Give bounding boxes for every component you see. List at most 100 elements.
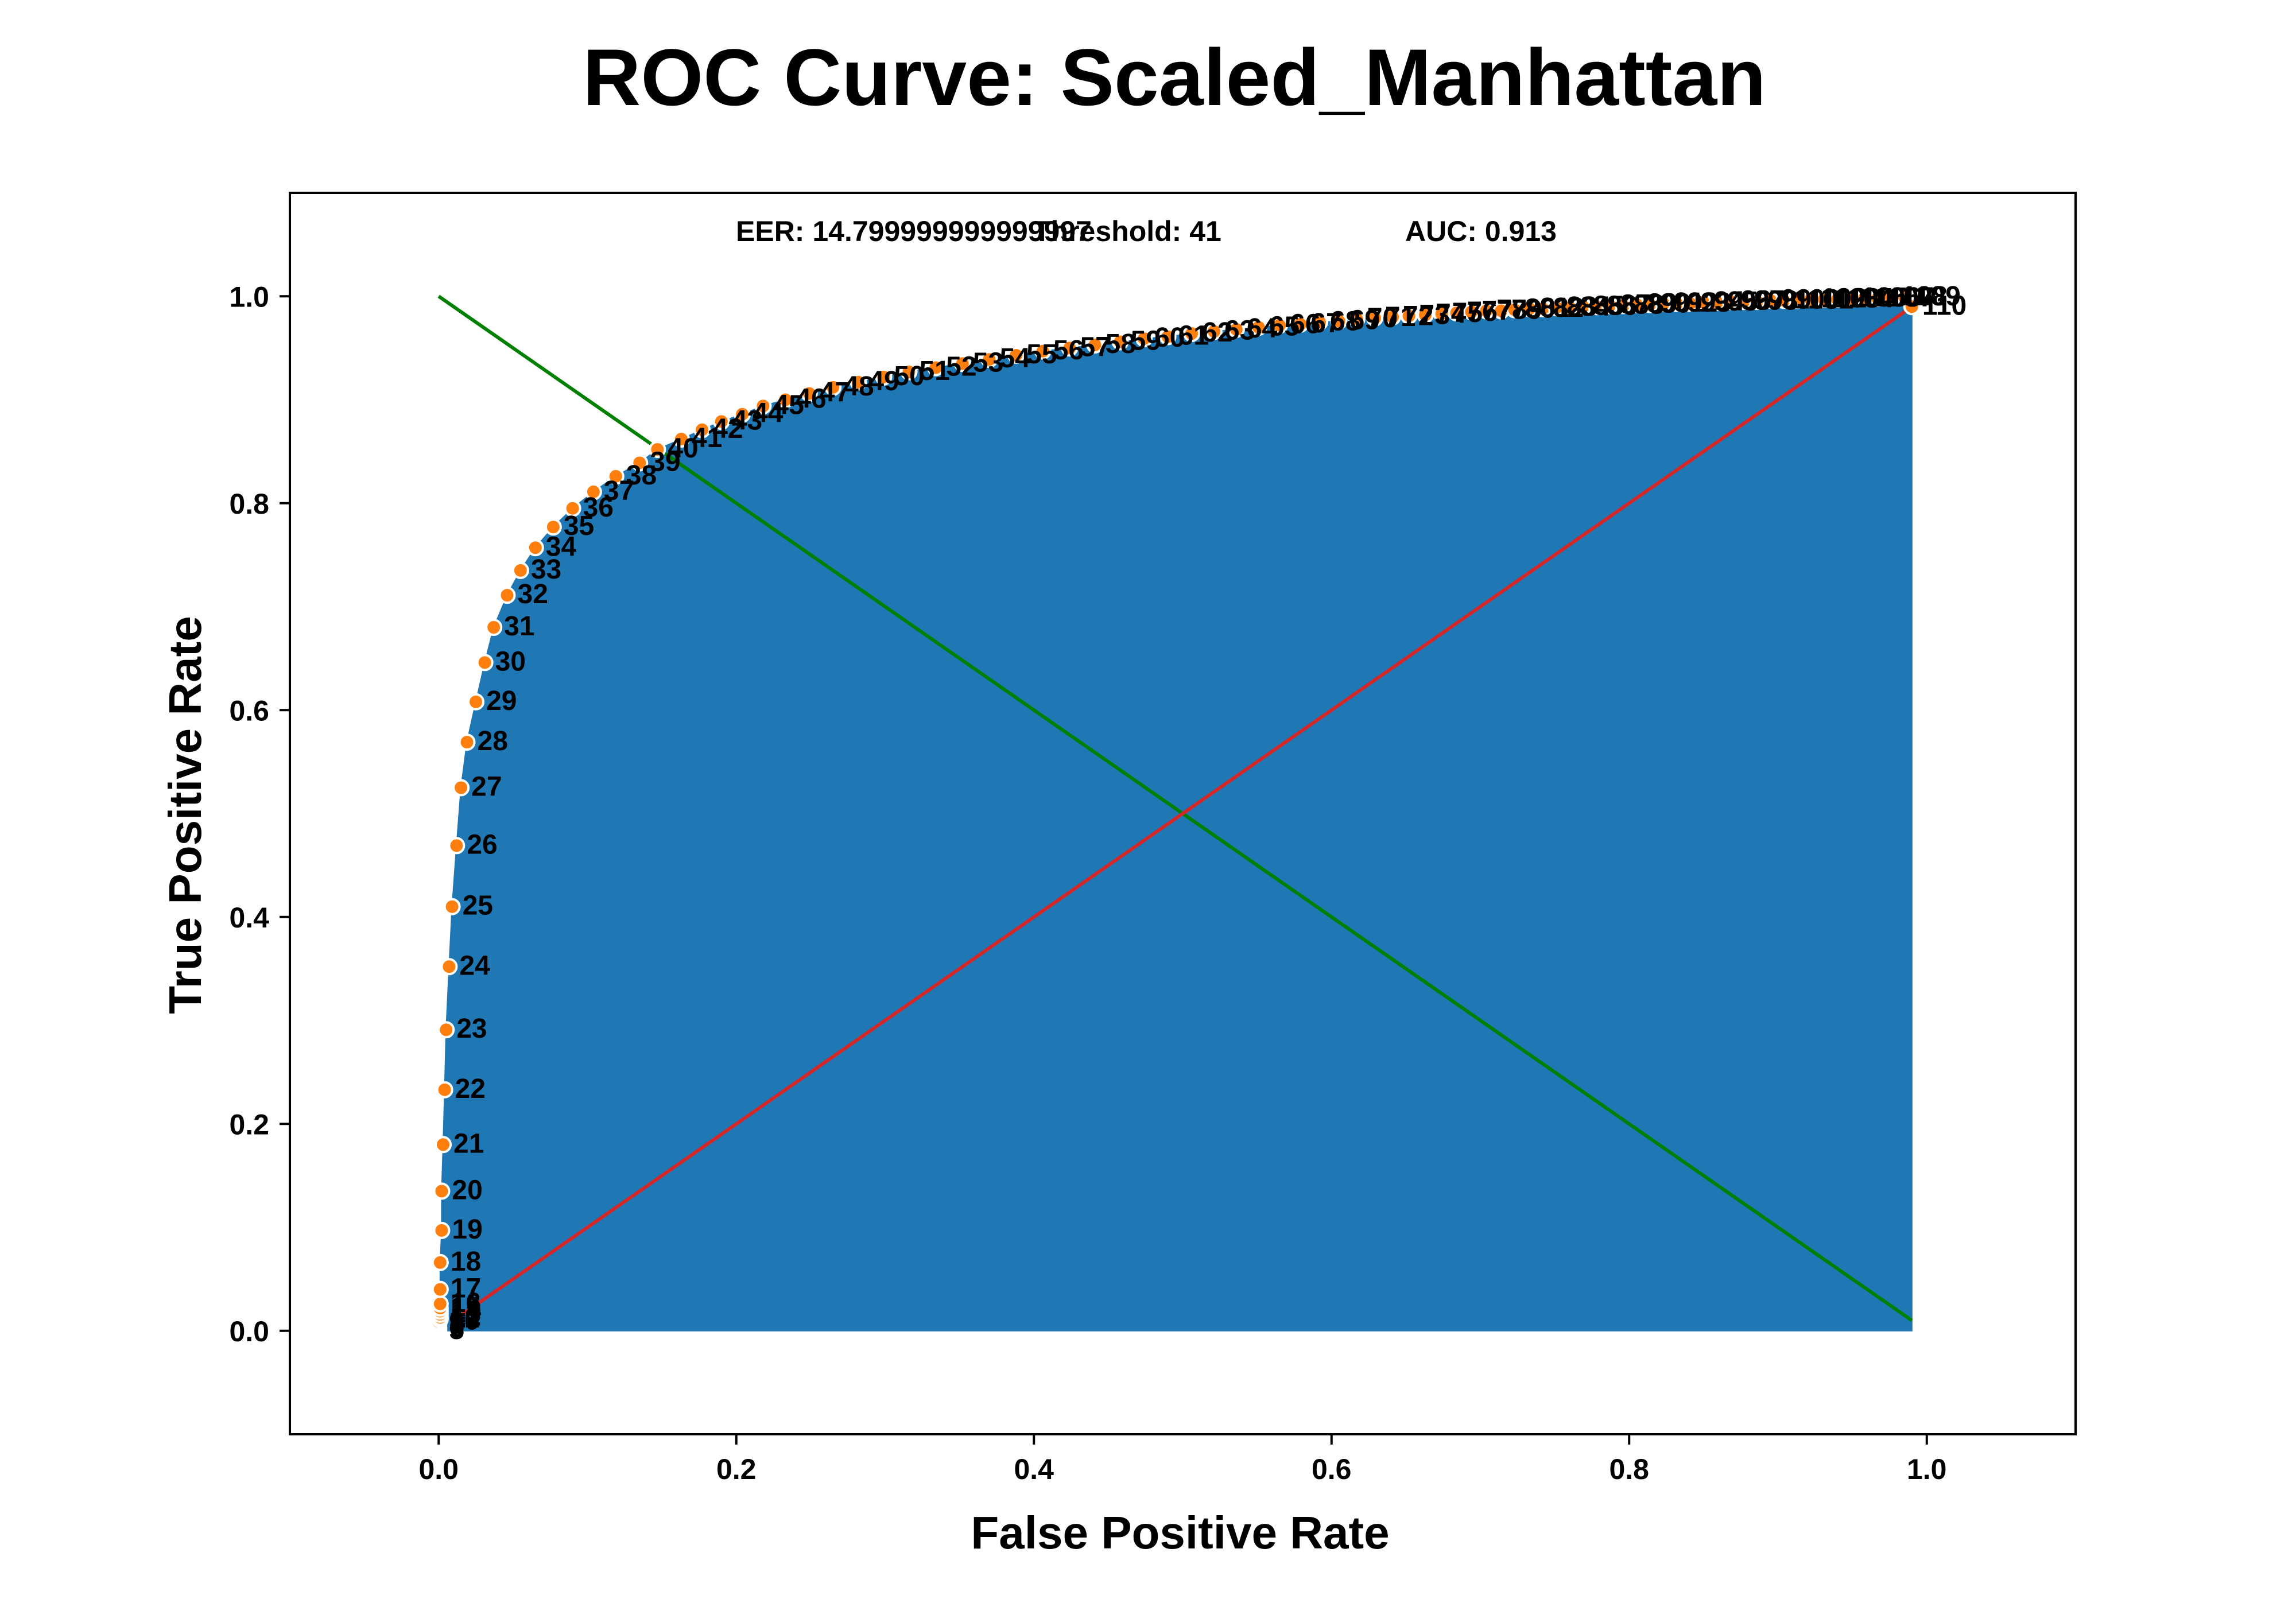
roc-point [511,561,529,579]
roc-point-label: 91 [1674,288,1704,318]
roc-point [526,539,544,557]
roc-point [693,421,711,438]
roc-point-label: 9 [449,1307,464,1338]
roc-point [448,837,466,855]
random-diagonal-line [452,305,1913,1322]
roc-point-label: 77 [1481,296,1512,326]
roc-point [1366,309,1383,327]
roc-point [443,898,461,915]
roc-point-label: 58 [1106,329,1136,359]
roc-point-label: 20 [452,1175,482,1205]
roc-point-label: 59 [1131,326,1161,356]
roc-point [452,779,470,797]
roc-point-label: 44 [753,398,784,429]
x-axis-label: False Positive Rate [971,1507,1389,1558]
roc-point-label: 85 [1593,290,1624,321]
roc-point-label: 27 [471,771,502,802]
roc-point-label: 93 [1701,288,1731,318]
roc-point-label: 92 [1687,288,1717,318]
roc-point-label: 64 [1247,313,1278,344]
roc-point [1007,346,1025,364]
roc-point [431,1280,449,1298]
roc-point [927,359,945,376]
roc-point-label: 21 [453,1128,484,1159]
roc-point-label: 46 [796,384,826,414]
roc-point [607,467,625,485]
roc-point-label: 69 [1349,305,1380,336]
roc-point [1292,315,1309,333]
roc-point-label: 108 [1902,281,1948,312]
roc-point-label: 71 [1385,302,1415,332]
roc-point-label: 34 [546,531,577,562]
roc-point-label: 75 [1452,298,1483,328]
roc-point-label: 19 [452,1214,482,1245]
roc-point [824,378,842,396]
roc-point [440,958,458,976]
x-axis-ticks: 0.0 0.2 0.4 0.6 0.8 1.0 [418,1434,1947,1485]
roc-point-label: 94 [1714,286,1745,317]
roc-point-label: 90 [1661,289,1691,319]
roc-point [485,619,503,636]
roc-point [436,1081,453,1098]
eer-annotation: EER: 14.799999999999997 [736,215,1092,247]
roc-point-label: 73 [1420,300,1450,330]
roc-point [875,368,893,386]
roc-point-label: 14 [451,1295,482,1326]
roc-point [437,1021,455,1039]
roc-point-label: 89 [1647,289,1677,319]
roc-point-label: 45 [773,390,804,420]
roc-point-label: 47 [820,378,850,408]
roc-point-label: 97 [1754,285,1785,316]
roc-point-label: 80 [1525,294,1556,324]
roc-point-label: 95 [1727,286,1758,317]
roc-point-label: 43 [732,405,762,436]
roc-point-label: 81 [1540,293,1570,323]
roc-point-label: 32 [518,579,548,610]
roc-point-label: 12 [451,1301,481,1332]
roc-point-label: 51 [919,356,949,386]
roc-point-label: 15 [451,1292,481,1322]
roc-point [431,1253,449,1271]
roc-point [431,1295,449,1313]
roc-point [754,397,772,415]
roc-point-label: 55 [1026,339,1057,370]
roc-point [1111,333,1129,351]
roc-point [564,499,581,517]
roc-point [1271,316,1289,334]
roc-point-label: 48 [843,371,874,402]
roc-point-label: 40 [668,433,698,464]
roc-point [1250,319,1267,336]
roc-point [777,391,794,409]
roc-point [1061,339,1079,357]
roc-point-label: 25 [463,891,493,921]
roc-point-label: 5 [449,1315,464,1345]
y-axis-ticks: 0.0 0.2 0.4 0.6 0.8 1.0 [229,281,290,1348]
y-tick-label: 0.6 [229,694,269,727]
roc-point-label: 109 [1915,281,1961,312]
x-tick-label: 0.6 [1312,1453,1352,1485]
y-tick-label: 1.0 [229,281,269,313]
roc-point-label: 67 [1310,308,1341,339]
roc-point-label: 35 [564,511,594,541]
x-tick-label: 0.0 [418,1453,459,1485]
roc-point [433,1182,451,1200]
roc-point-label: 100 [1794,284,1840,315]
roc-point-label: 6 [449,1313,464,1343]
roc-point [458,733,476,751]
roc-point-label: 30 [495,646,526,677]
roc-point [734,405,751,423]
roc-point-label: 33 [531,554,561,585]
roc-point-labels-layer: 5678910111213141516171819202122232425262… [449,281,1967,1345]
roc-point [980,351,998,368]
roc-point-label: 102 [1821,284,1867,314]
roc-point-label: 83 [1566,292,1597,322]
roc-point-label: 52 [946,352,976,382]
roc-point-label: 8 [449,1310,464,1340]
roc-point-label: 57 [1080,332,1110,362]
roc-point-label: 87 [1620,289,1651,320]
roc-point-label: 10 [449,1306,479,1336]
roc-point-label: 61 [1178,321,1209,351]
roc-point-label: 63 [1224,316,1255,346]
roc-point-label: 101 [1808,284,1853,315]
roc-point-label: 74 [1436,299,1467,329]
